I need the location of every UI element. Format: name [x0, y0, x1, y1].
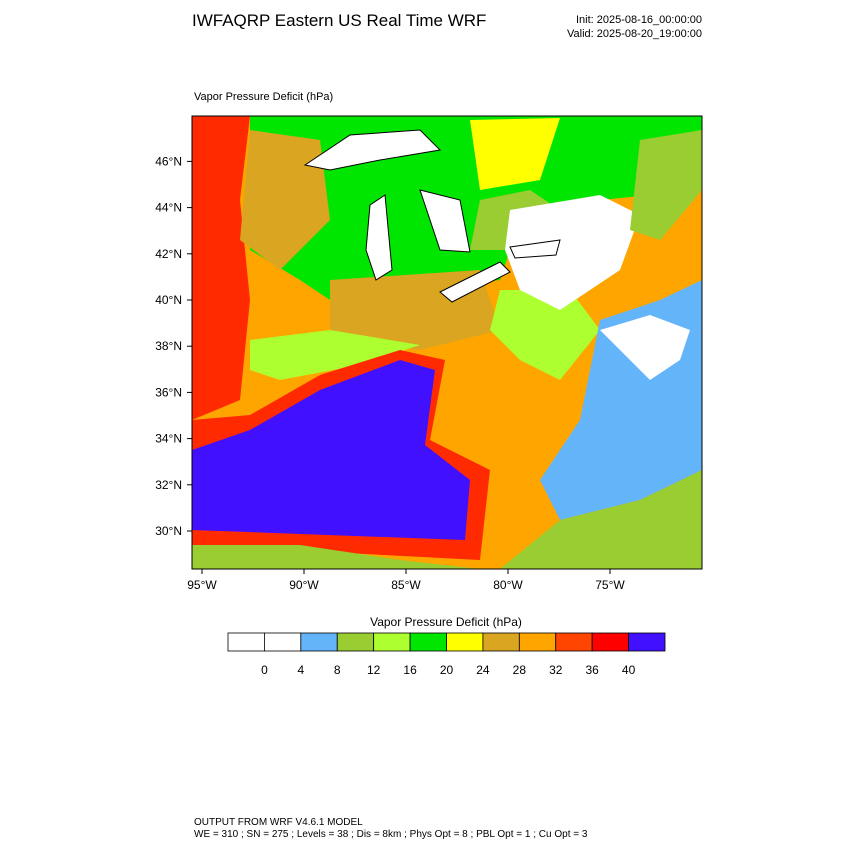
- map-frame: [191, 115, 703, 570]
- valid-time: Valid: 2025-08-20_19:00:00: [567, 28, 702, 40]
- lake: [303, 129, 442, 171]
- colorbar-tick-label: 32: [549, 663, 563, 677]
- lake: [419, 189, 471, 253]
- lat-label: 46°N: [155, 154, 182, 168]
- lon-label: 95°W: [187, 578, 217, 592]
- colorbar-box: [373, 632, 411, 652]
- colorbar-box: [409, 632, 447, 652]
- lon-label: 90°W: [289, 578, 319, 592]
- footer-line: WE = 310 ; SN = 275 ; Levels = 38 ; Dis …: [194, 829, 588, 840]
- lat-label: 42°N: [155, 247, 182, 261]
- colorbar-box: [446, 632, 484, 652]
- colorbar-tick-label: 36: [585, 663, 599, 677]
- lake: [439, 261, 511, 303]
- lat-label: 32°N: [155, 478, 182, 492]
- field: [490, 290, 600, 380]
- colorbar-tick-label: 40: [622, 663, 636, 677]
- colorbar-tick-label: 4: [297, 663, 304, 677]
- lon-label: 85°W: [391, 578, 421, 592]
- colorbar-box: [628, 632, 666, 652]
- init-time: Init: 2025-08-16_00:00:00: [576, 14, 702, 26]
- lake: [365, 194, 393, 281]
- lat-label: 38°N: [155, 339, 182, 353]
- colorbar-box: [336, 632, 375, 652]
- lon-label: 75°W: [595, 578, 625, 592]
- lat-label: 36°N: [155, 385, 182, 399]
- colorbar-box: [227, 632, 265, 652]
- map-label: Vapor Pressure Deficit (hPa): [194, 91, 333, 103]
- colorbar-box: [591, 632, 629, 652]
- colorbar-tick-label: 0: [261, 663, 268, 677]
- colorbar-tick-label: 28: [513, 663, 527, 677]
- gulf: [192, 545, 480, 569]
- colorbar-box: [555, 632, 593, 652]
- field: [192, 116, 250, 420]
- field: [500, 470, 702, 569]
- colorbar-tick-label: 16: [403, 663, 417, 677]
- colorbar-box: [264, 632, 302, 652]
- field: [505, 195, 640, 310]
- lat-label: 30°N: [155, 524, 182, 538]
- colorbar-tick-label: 24: [476, 663, 490, 677]
- colorbar-tick-label: 8: [334, 663, 341, 677]
- colorbar-tick-label: 12: [367, 663, 381, 677]
- colorbar-tick-label: 20: [440, 663, 454, 677]
- field: [630, 130, 702, 240]
- title: IWFAQRP Eastern US Real Time WRF: [192, 11, 486, 30]
- field: [470, 118, 560, 190]
- footer-line: OUTPUT FROM WRF V4.6.1 MODEL: [194, 817, 363, 828]
- lat-label: 44°N: [155, 201, 182, 215]
- field: [192, 360, 470, 540]
- lat-label: 40°N: [155, 293, 182, 307]
- colorbar-box: [300, 632, 338, 652]
- colorbar-title: Vapor Pressure Deficit (hPa): [370, 615, 522, 629]
- lat-label: 34°N: [155, 432, 182, 446]
- lon-label: 80°W: [493, 578, 523, 592]
- map: [191, 115, 703, 570]
- field: [600, 315, 690, 380]
- colorbar-box: [518, 632, 557, 652]
- lake: [509, 239, 561, 259]
- colorbar-box: [482, 632, 520, 652]
- field: [250, 330, 420, 380]
